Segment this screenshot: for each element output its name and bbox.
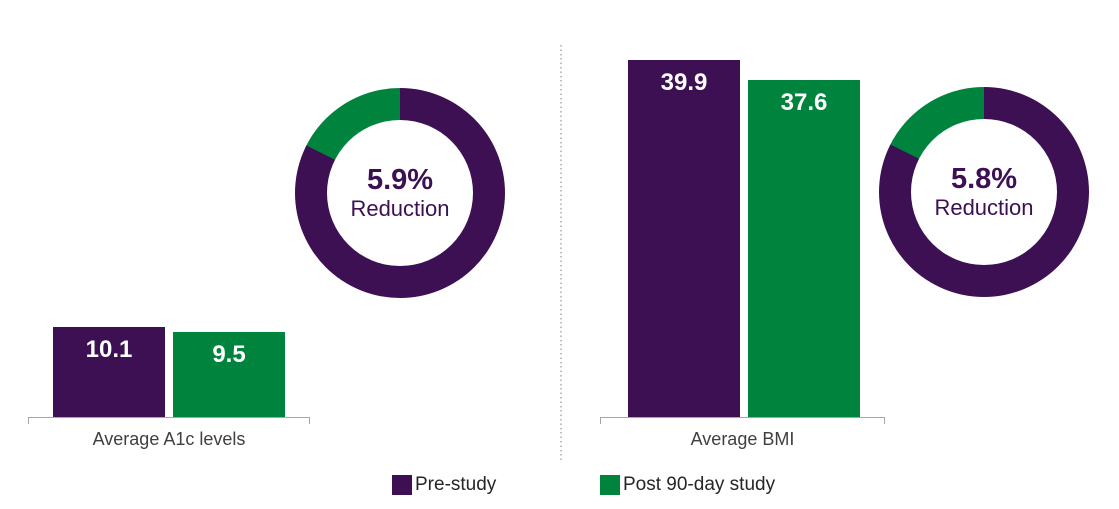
a1c-donut-hole: 5.9% Reduction [327, 120, 473, 266]
bmi-reduction-caption: Reduction [934, 195, 1034, 220]
legend-label-pre-study: Pre-study [415, 474, 497, 495]
legend-swatch-post-study [600, 474, 620, 495]
bmi-bar-post-study-value-label: 37.6 [780, 89, 828, 116]
bmi-category-label: Average BMI [690, 429, 795, 449]
legend-item-post-study: Post 90-day study [600, 474, 775, 495]
axis-tick [309, 418, 310, 424]
axis-tick [600, 418, 601, 424]
a1c-reduction-caption: Reduction [350, 196, 450, 221]
bmi-donut-hole: 5.8% Reduction [911, 119, 1057, 265]
bmi-reduction-donut: 5.8% Reduction [879, 87, 1089, 297]
bmi-category-axis [600, 417, 885, 424]
bmi-bar-pre-study-value-label: 39.9 [660, 69, 708, 96]
bmi-bar-post-study: 37.6 [748, 80, 860, 417]
legend-swatch-pre-study [392, 474, 412, 495]
a1c-bar-post-study: 9.5 [173, 332, 285, 417]
a1c-category-axis [28, 417, 310, 424]
bmi-bar-pre-study: 39.9 [628, 60, 740, 417]
axis-tick [28, 418, 29, 424]
section-divider [560, 45, 562, 463]
a1c-category-label: Average A1c levels [92, 429, 246, 449]
a1c-bar-pre-study: 10.1 [53, 327, 165, 417]
a1c-reduction-donut: 5.9% Reduction [295, 88, 505, 298]
a1c-bar-post-study-value-label: 9.5 [212, 341, 246, 368]
legend-label-post-study: Post 90-day study [623, 474, 776, 495]
legend-item-pre-study: Pre-study [392, 474, 496, 495]
a1c-bar-pre-study-value-label: 10.1 [85, 336, 133, 363]
a1c-reduction-percent: 5.9% [366, 164, 434, 196]
axis-tick [884, 418, 885, 424]
bmi-reduction-percent: 5.8% [950, 163, 1018, 195]
